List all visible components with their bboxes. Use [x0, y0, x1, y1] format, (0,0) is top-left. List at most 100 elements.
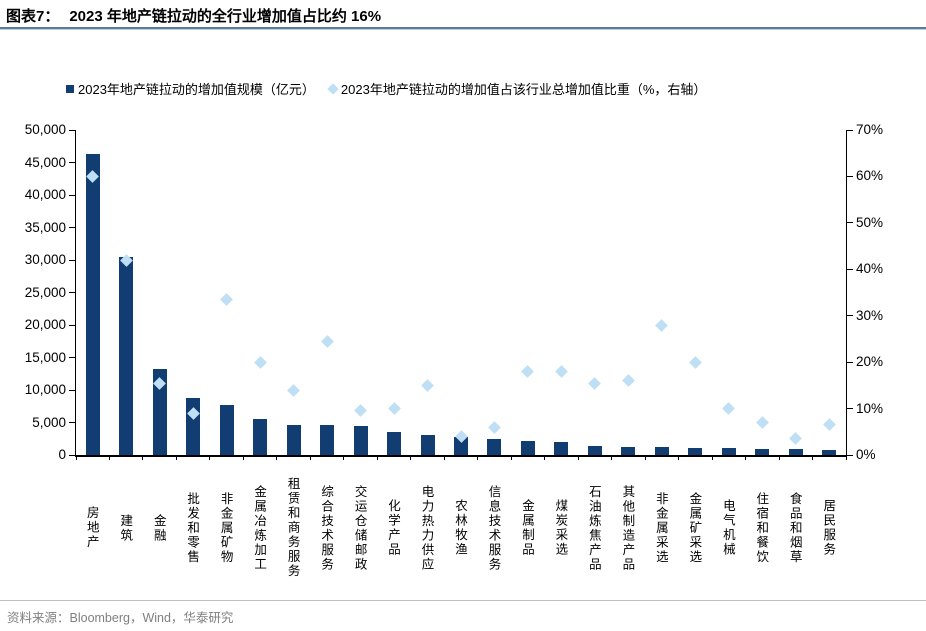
bar-电气机械	[721, 447, 736, 455]
x-axis-tick	[108, 455, 110, 460]
diamond-非金属矿物	[220, 293, 234, 306]
diamond-series-marker-icon	[327, 82, 339, 95]
diamond-住宿和餐饮	[755, 416, 769, 429]
left-axis-tick	[69, 454, 76, 456]
diamond-非金属采选	[655, 318, 669, 332]
x-axis-tick	[477, 455, 479, 460]
figure-header: 图表7： 2023 年地产链拉动的全行业增加值占比约 16%	[6, 5, 381, 26]
left-axis-tick-label: 10,000	[24, 382, 66, 397]
bar-信息技术服务	[487, 439, 502, 455]
bar-石油炼焦产品	[587, 445, 602, 455]
title-divider-dark-line	[0, 27, 926, 29]
bar-租赁和商务服务	[286, 425, 301, 455]
x-axis-label-租赁和商务服务: 租赁和商务服务	[285, 477, 301, 579]
bar-住宿和餐饮	[755, 449, 770, 455]
figure-number: 图表7：	[6, 8, 60, 25]
left-axis-tick	[69, 292, 76, 293]
left-axis-tick-label: 35,000	[24, 219, 66, 235]
left-axis-tick	[69, 129, 76, 131]
x-axis-label-非金属采选: 非金属采选	[653, 491, 669, 565]
diamond-金属制品	[521, 365, 535, 378]
left-axis-tick	[69, 389, 76, 391]
x-axis-tick	[443, 455, 445, 460]
left-axis-tick-label: 0	[58, 447, 66, 462]
right-axis-tick	[846, 361, 853, 363]
right-axis-tick-label: 50%	[856, 214, 884, 230]
diamond-电力热力供应	[421, 378, 434, 392]
x-axis-label-建筑: 建筑	[118, 513, 134, 543]
right-axis-tick-label: 40%	[856, 261, 884, 277]
right-axis-tick	[846, 268, 853, 270]
left-axis-tick	[69, 357, 76, 358]
bar-综合技术服务	[320, 425, 335, 455]
bar-建筑	[119, 256, 134, 455]
x-axis-label-金属制品: 金属制品	[519, 499, 535, 557]
diamond-化学产品	[387, 402, 401, 415]
chart-legend: 2023年地产链拉动的增加值规模（亿元） 2023年地产链拉动的增加值占该行业总…	[66, 79, 706, 98]
right-axis-tick-label: 30%	[856, 307, 884, 323]
legend-label-diamond-series: 2023年地产链拉动的增加值占该行业总增加值比重（%，右轴）	[340, 82, 707, 97]
x-axis-tick	[309, 455, 311, 460]
footer-divider	[0, 600, 926, 601]
right-axis-tick-label: 10%	[856, 400, 884, 416]
title-divider	[0, 27, 926, 30]
x-axis-tick	[209, 455, 211, 460]
right-axis-tick-label: 70%	[856, 122, 884, 137]
x-axis-tick	[175, 455, 177, 460]
x-axis-label-食品和烟草: 食品和烟草	[787, 491, 803, 565]
chart-plot-area: 0 5,000 10,000 15,000 20,000 25,000 30,000 35,0…	[25, 123, 883, 579]
bar-其他制造产品	[621, 446, 636, 455]
figure-title: 2023 年地产链拉动的全行业增加值占比约 16%	[69, 8, 382, 25]
left-axis-tick-label: 20,000	[24, 317, 66, 332]
x-axis-label-金融: 金融	[151, 513, 167, 543]
x-axis-label-其他制造产品: 其他制造产品	[620, 484, 636, 572]
x-axis-label-交运仓储邮政: 交运仓储邮政	[352, 484, 368, 572]
bar-交运仓储邮政	[353, 426, 368, 455]
left-axis-tick-label: 50,000	[24, 122, 66, 137]
right-axis-tick-label: 60%	[856, 168, 884, 184]
bar-食品和烟草	[788, 449, 803, 455]
diamond-食品和烟草	[789, 432, 803, 446]
x-axis-tick	[611, 455, 613, 460]
x-axis-tick	[577, 455, 579, 460]
left-axis-tick-label: 5,000	[32, 414, 66, 430]
x-axis-tick	[544, 455, 546, 460]
left-axis-tick-label: 30,000	[24, 252, 66, 267]
bar-series-marker-icon	[66, 84, 74, 93]
x-axis-label-石油炼焦产品: 石油炼焦产品	[586, 484, 602, 572]
bar-金属制品	[520, 440, 535, 455]
x-axis-label-综合技术服务: 综合技术服务	[319, 484, 335, 572]
x-axis-tick	[410, 455, 412, 460]
x-axis-tick	[142, 455, 144, 460]
diamond-租赁和商务服务	[287, 383, 300, 397]
left-axis-tick	[69, 194, 76, 196]
left-axis-tick-label: 25,000	[24, 284, 66, 300]
left-axis-tick	[69, 259, 76, 261]
diamond-综合技术服务	[320, 334, 334, 348]
bar-金融	[152, 369, 167, 455]
x-axis-tick	[75, 455, 77, 460]
right-axis-tick	[846, 315, 853, 317]
x-axis-label-电力热力供应: 电力热力供应	[419, 484, 435, 572]
diamond-居民服务	[822, 418, 836, 432]
left-axis-tick-label: 40,000	[24, 187, 66, 202]
left-axis-tick-label: 15,000	[24, 349, 66, 365]
bar-电力热力供应	[420, 434, 435, 455]
left-axis-tick	[69, 422, 76, 423]
x-axis-tick	[812, 455, 814, 460]
source-note: 资料来源：Bloomberg，Wind，华泰研究	[7, 611, 234, 625]
x-axis-label-住宿和餐饮: 住宿和餐饮	[754, 491, 770, 565]
x-axis-tick	[778, 455, 780, 460]
diamond-金属冶炼加工	[253, 355, 267, 369]
x-axis-label-金属冶炼加工: 金属冶炼加工	[252, 484, 268, 572]
x-axis-tick	[376, 455, 378, 460]
right-axis-tick	[846, 175, 853, 177]
bar-化学产品	[387, 431, 402, 455]
diamond-其他制造产品	[622, 374, 635, 388]
diamond-交运仓储邮政	[354, 404, 367, 418]
x-axis-tick	[711, 455, 713, 460]
diamond-石油炼焦产品	[588, 376, 602, 390]
bar-煤炭采选	[554, 442, 569, 455]
legend-label-bar-series: 2023年地产链拉动的增加值规模（亿元）	[78, 82, 315, 97]
